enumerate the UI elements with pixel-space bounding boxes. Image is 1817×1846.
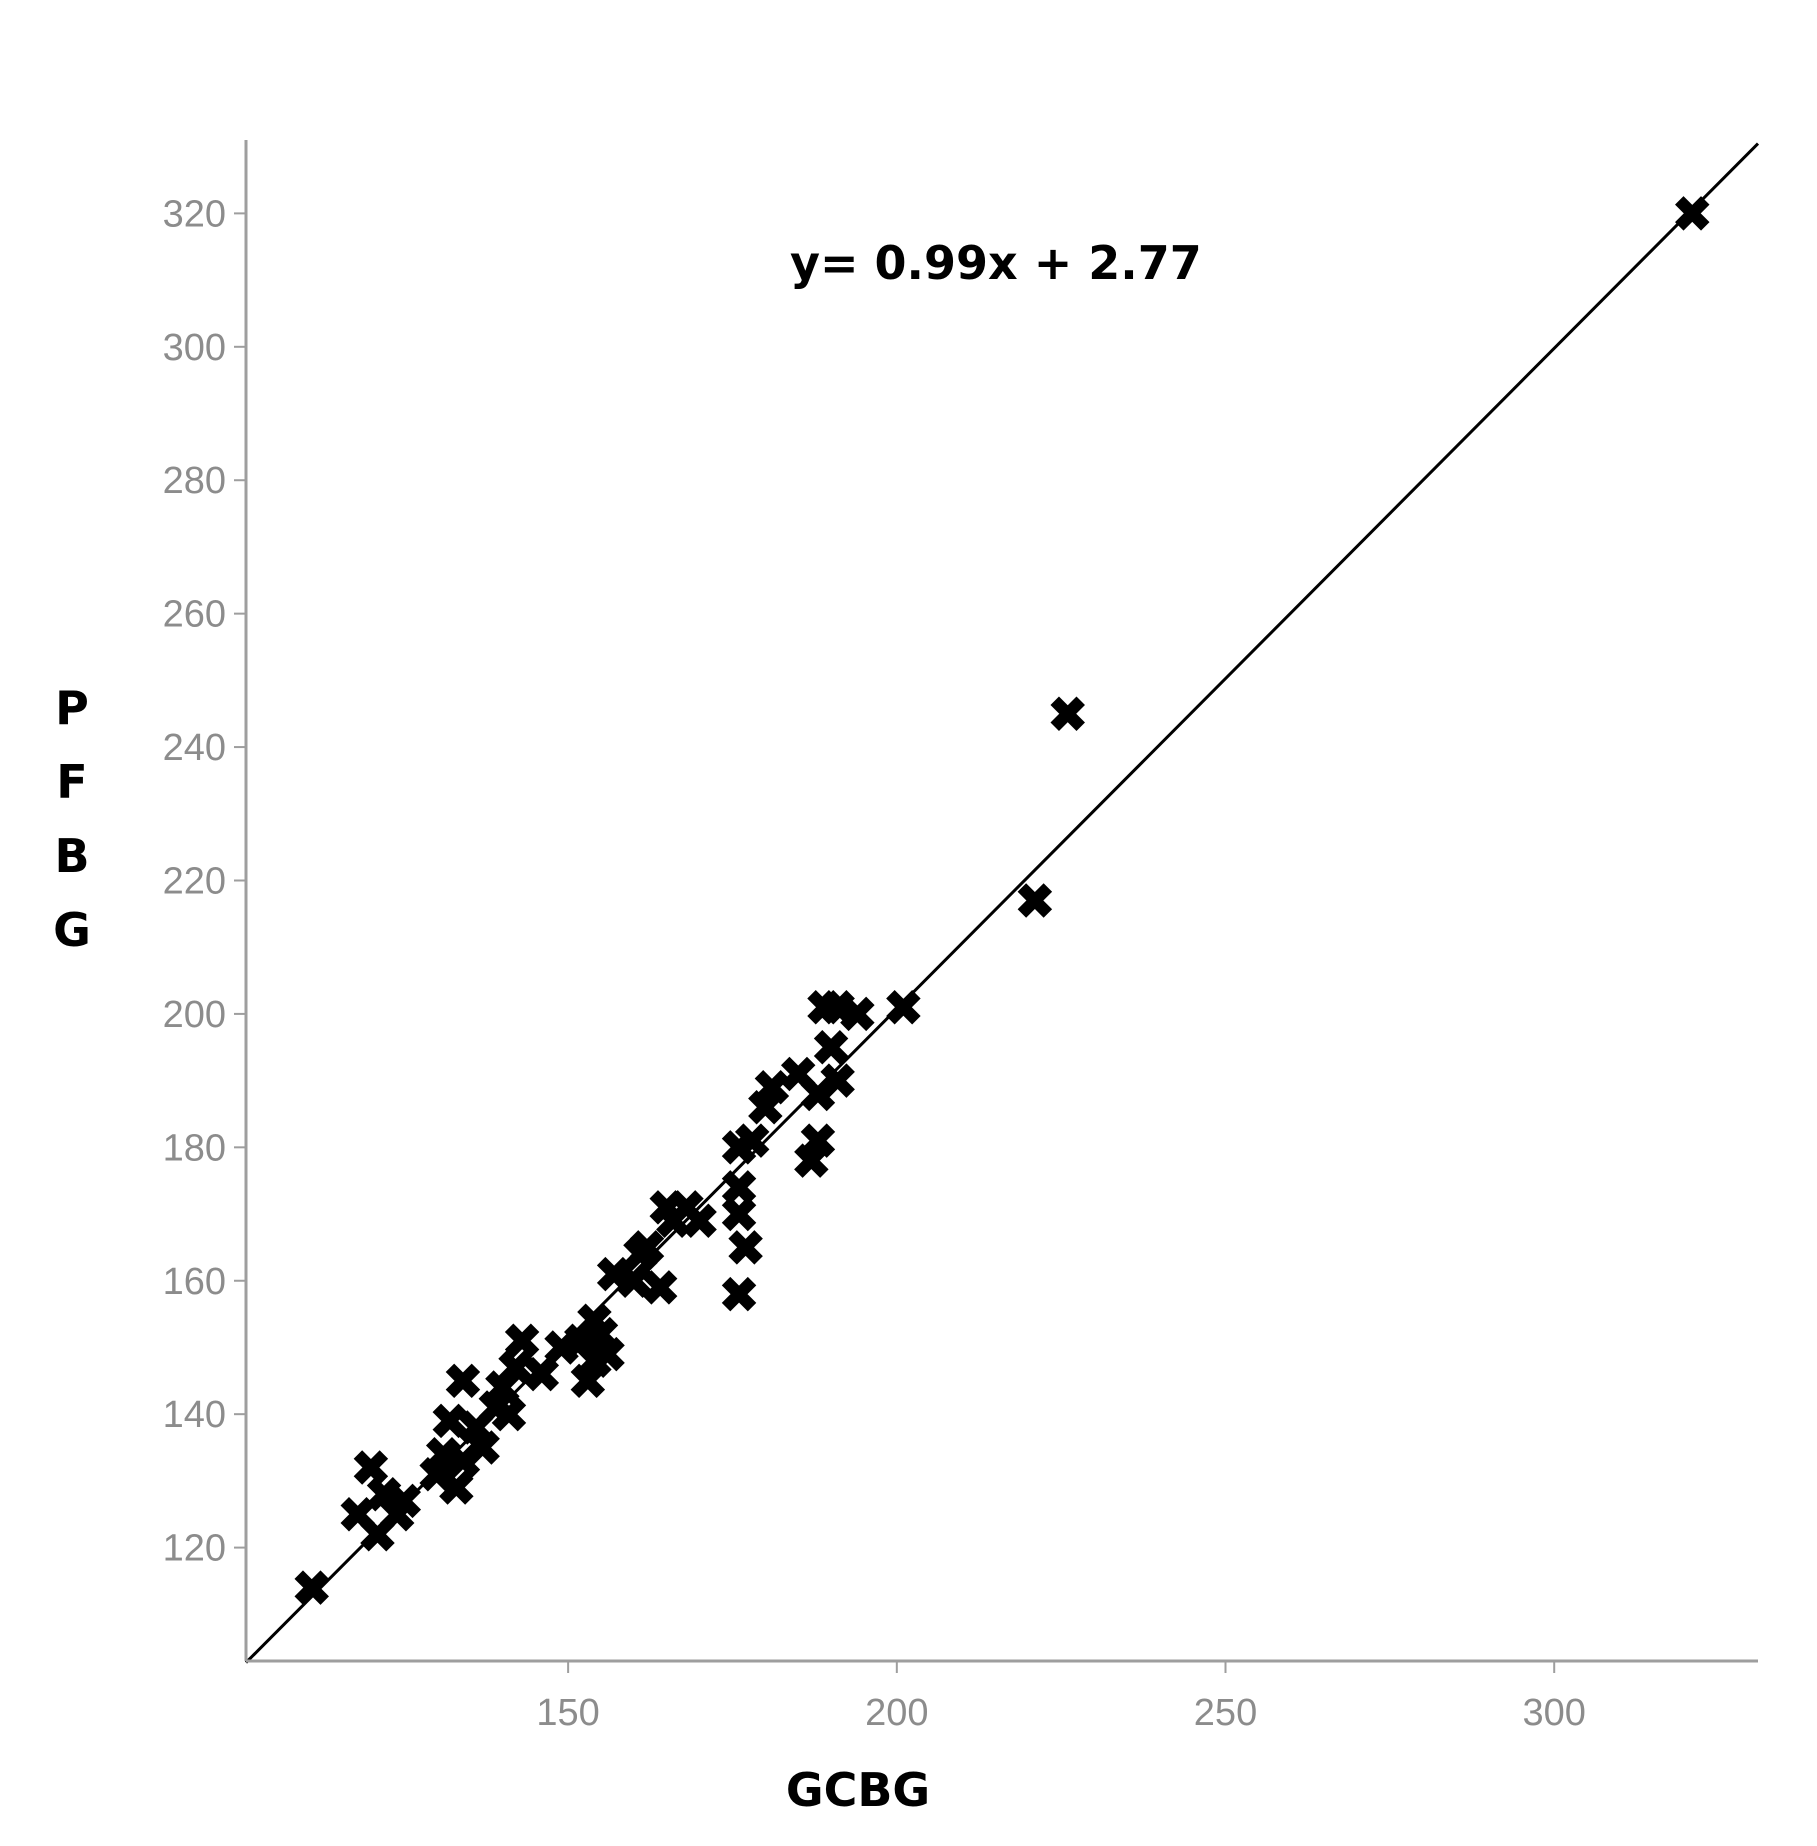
y-axis-title-letter: G bbox=[53, 903, 91, 957]
data-point bbox=[1675, 196, 1710, 231]
data-point bbox=[465, 1430, 500, 1465]
x-tick-label: 250 bbox=[1194, 1692, 1257, 1734]
y-tick-label: 220 bbox=[163, 860, 226, 902]
data-point bbox=[616, 1263, 652, 1298]
data-point bbox=[353, 1450, 389, 1485]
data-point bbox=[425, 1436, 461, 1472]
data-point bbox=[794, 1143, 829, 1178]
data-point bbox=[820, 989, 855, 1025]
y-tick-label: 320 bbox=[163, 193, 226, 235]
x-tick-label: 200 bbox=[865, 1692, 928, 1734]
data-point bbox=[583, 1316, 619, 1352]
data-point bbox=[590, 1336, 625, 1372]
x-tick-label: 300 bbox=[1523, 1692, 1586, 1734]
data-point bbox=[682, 1203, 717, 1238]
data-point bbox=[544, 1330, 579, 1365]
data-point bbox=[886, 989, 921, 1025]
data-point bbox=[432, 1403, 468, 1439]
data-point bbox=[820, 1063, 855, 1098]
regression-equation: y= 0.99x + 2.77 bbox=[790, 236, 1202, 290]
data-point bbox=[445, 1363, 481, 1399]
y-tick-label: 140 bbox=[163, 1394, 226, 1436]
data-point bbox=[721, 1276, 757, 1312]
x-tick-label: 150 bbox=[536, 1692, 599, 1734]
y-tick-label: 260 bbox=[163, 594, 226, 636]
y-tick-label: 160 bbox=[163, 1261, 226, 1303]
data-point bbox=[570, 1363, 606, 1399]
y-axis-title-letter: F bbox=[56, 755, 87, 809]
data-point bbox=[642, 1270, 678, 1305]
data-point bbox=[840, 996, 875, 1032]
data-point bbox=[439, 1470, 474, 1505]
data-point bbox=[524, 1356, 560, 1392]
data-point bbox=[596, 1256, 632, 1292]
y-tick-label: 180 bbox=[163, 1127, 226, 1169]
data-point bbox=[813, 1030, 849, 1065]
y-tick-label: 280 bbox=[163, 460, 226, 502]
data-point bbox=[721, 1170, 757, 1205]
y-tick-label: 200 bbox=[163, 994, 226, 1036]
data-point bbox=[1017, 883, 1053, 918]
data-point bbox=[734, 1123, 770, 1158]
y-tick-label: 240 bbox=[163, 727, 226, 769]
data-point bbox=[504, 1323, 540, 1359]
data-point bbox=[491, 1396, 527, 1432]
y-tick-label: 120 bbox=[163, 1528, 226, 1570]
data-point bbox=[294, 1570, 329, 1605]
data-point bbox=[728, 1230, 763, 1265]
data-point bbox=[1050, 696, 1085, 731]
data-point bbox=[629, 1230, 665, 1265]
data-point bbox=[800, 1123, 836, 1158]
y-axis-title-letter: B bbox=[54, 829, 89, 883]
data-point bbox=[754, 1070, 790, 1105]
data-point bbox=[386, 1483, 422, 1519]
y-tick-label: 300 bbox=[163, 327, 226, 369]
data-point bbox=[748, 1090, 783, 1125]
data-point bbox=[721, 1196, 757, 1232]
x-axis-title: GCBG bbox=[786, 1763, 930, 1817]
data-point bbox=[498, 1350, 533, 1385]
y-axis-title-letter: P bbox=[55, 681, 89, 735]
